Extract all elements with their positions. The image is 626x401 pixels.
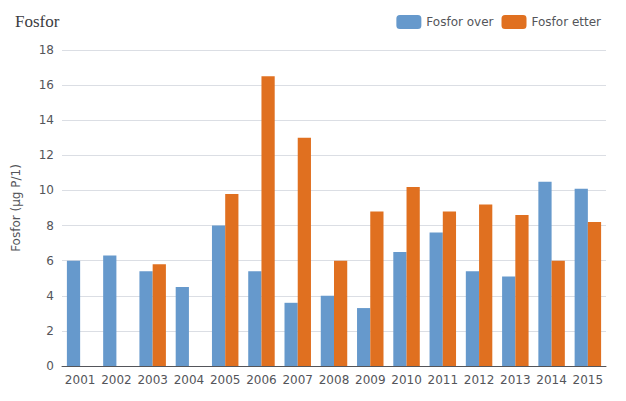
svg-text:2013: 2013 (500, 373, 531, 387)
svg-text:2009: 2009 (355, 373, 386, 387)
svg-text:2014: 2014 (536, 373, 567, 387)
svg-text:14: 14 (39, 113, 54, 127)
svg-text:Fosfor etter: Fosfor etter (532, 15, 602, 29)
svg-text:2005: 2005 (210, 373, 241, 387)
svg-text:2007: 2007 (282, 373, 313, 387)
svg-text:2008: 2008 (319, 373, 350, 387)
svg-text:2015: 2015 (573, 373, 604, 387)
svg-text:4: 4 (46, 289, 54, 303)
svg-text:Fosfor over: Fosfor over (426, 15, 493, 29)
svg-text:2012: 2012 (464, 373, 495, 387)
svg-text:Fosfor: Fosfor (15, 12, 60, 31)
svg-text:2004: 2004 (174, 373, 205, 387)
svg-text:2002: 2002 (101, 373, 132, 387)
svg-text:2011: 2011 (428, 373, 459, 387)
svg-text:2010: 2010 (391, 373, 422, 387)
svg-text:8: 8 (46, 219, 54, 233)
svg-text:2: 2 (46, 324, 54, 338)
svg-text:12: 12 (39, 148, 54, 162)
svg-text:Fosfor (µg P/1): Fosfor (µg P/1) (9, 164, 23, 252)
svg-text:18: 18 (39, 43, 54, 57)
svg-text:2006: 2006 (246, 373, 277, 387)
svg-text:6: 6 (46, 254, 54, 268)
svg-text:10: 10 (39, 183, 54, 197)
svg-text:16: 16 (39, 78, 54, 92)
svg-text:2001: 2001 (65, 373, 96, 387)
svg-text:2003: 2003 (137, 373, 168, 387)
svg-text:0: 0 (46, 359, 54, 373)
